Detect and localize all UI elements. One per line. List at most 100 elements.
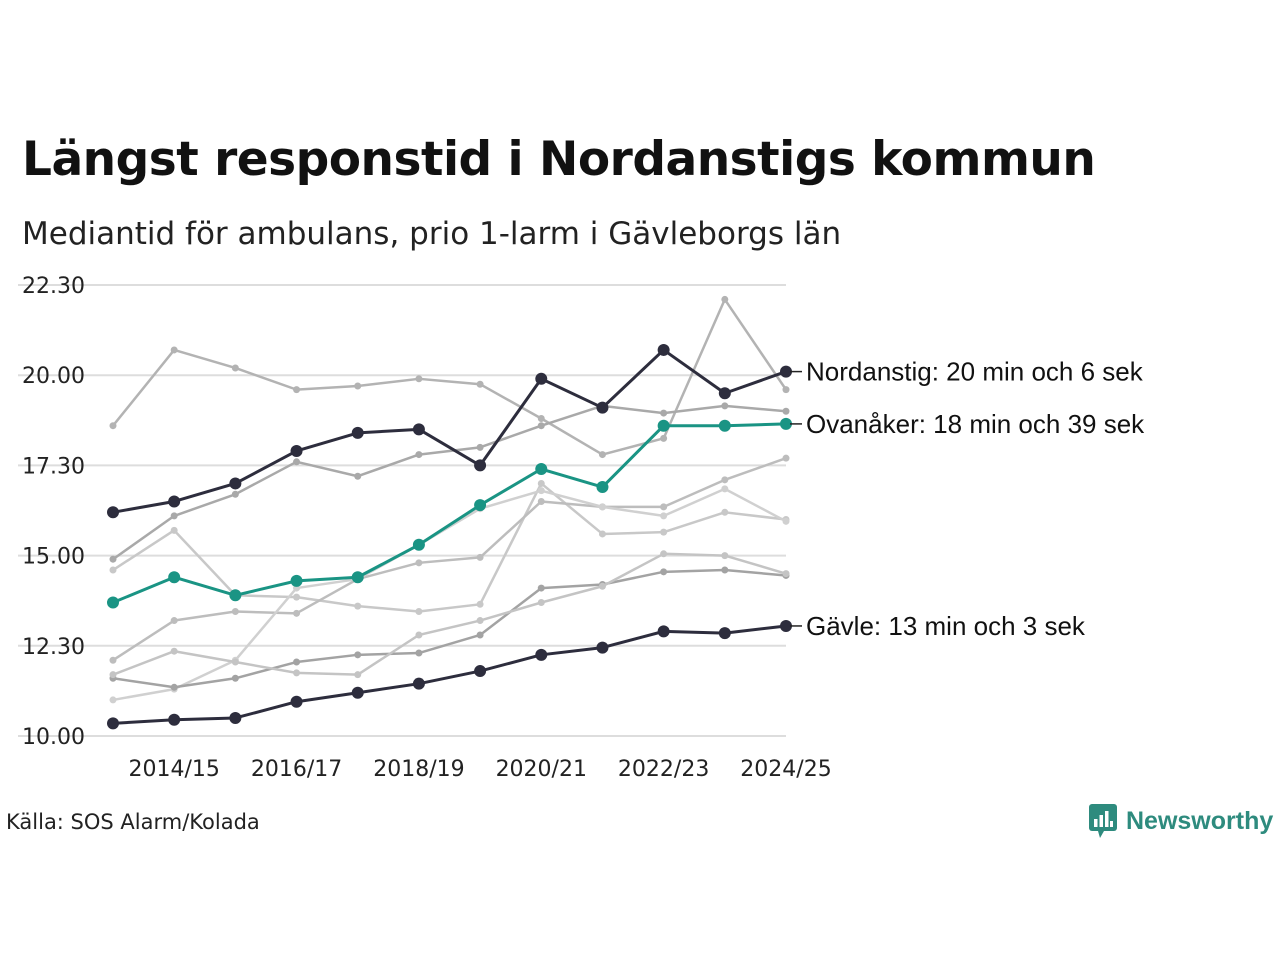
data-point xyxy=(354,472,362,480)
series-g-vle xyxy=(107,619,792,730)
data-point xyxy=(231,364,239,372)
y-tick-label: 17.30 xyxy=(22,454,85,479)
series-line xyxy=(112,404,787,561)
data-point xyxy=(351,686,364,699)
data-point xyxy=(535,648,548,661)
y-tick-label: 15.00 xyxy=(22,545,85,570)
data-point xyxy=(598,582,606,590)
data-point xyxy=(107,596,119,609)
data-point xyxy=(290,574,303,587)
gridlines xyxy=(18,284,786,737)
series-kommun-e xyxy=(109,485,790,704)
x-tick-label: 2020/21 xyxy=(496,757,587,782)
x-axis-ticks: 2014/15 2016/17 2018/19 2020/21 2022/23 2024/… xyxy=(128,757,831,782)
series-nordanstig xyxy=(107,343,792,519)
data-point xyxy=(107,506,119,519)
data-point xyxy=(660,512,668,520)
series-line xyxy=(112,487,787,702)
data-point xyxy=(415,649,423,657)
data-point xyxy=(415,559,423,567)
data-point xyxy=(598,503,606,511)
chart-title: Längst responstid i Nordanstigs kommun xyxy=(22,132,1096,187)
data-point xyxy=(718,387,731,400)
x-tick-label: 2016/17 xyxy=(251,757,342,782)
data-point xyxy=(660,434,668,442)
series-line xyxy=(112,457,787,662)
data-point xyxy=(537,414,545,422)
data-point xyxy=(229,711,242,724)
series-labels: Nordanstig: 20 min och 6 sek Ovanåker: 18… xyxy=(790,357,1145,641)
data-point xyxy=(170,512,178,520)
data-point xyxy=(354,651,362,659)
data-point xyxy=(598,530,606,538)
series-kommun-a xyxy=(109,295,790,459)
data-point xyxy=(657,419,670,432)
series-line xyxy=(112,298,788,456)
data-point xyxy=(170,683,178,691)
data-point xyxy=(170,617,178,625)
data-point xyxy=(351,426,364,439)
data-point xyxy=(537,487,545,495)
data-point xyxy=(109,566,117,574)
data-point xyxy=(354,382,362,390)
series-label-ovan-ker: Ovanåker: 18 min och 39 sek xyxy=(806,409,1145,439)
data-point xyxy=(109,656,117,664)
data-point xyxy=(231,674,239,682)
data-point xyxy=(596,401,609,414)
data-point xyxy=(660,568,668,576)
data-point xyxy=(657,625,670,638)
series-label-nordanstig: Nordanstig: 20 min och 6 sek xyxy=(806,357,1144,387)
data-point xyxy=(782,570,790,578)
y-tick-label: 22.30 xyxy=(22,274,85,299)
newsworthy-logo: Newsworthy xyxy=(1088,803,1273,839)
series-line xyxy=(112,422,787,604)
source-note: Källa: SOS Alarm/Kolada xyxy=(6,810,260,834)
data-point xyxy=(415,608,423,616)
data-point xyxy=(660,503,668,511)
data-point xyxy=(109,422,117,430)
x-tick-label: 2024/25 xyxy=(740,757,831,782)
data-point xyxy=(412,423,425,436)
data-point xyxy=(109,696,117,704)
data-point xyxy=(474,499,487,512)
data-point xyxy=(535,372,548,385)
data-point xyxy=(229,589,242,602)
data-point xyxy=(537,584,545,592)
data-point xyxy=(721,508,729,516)
data-point xyxy=(168,571,181,584)
series-line xyxy=(112,568,787,689)
data-point xyxy=(415,451,423,459)
y-tick-label: 10.00 xyxy=(22,725,85,750)
data-point xyxy=(107,717,119,730)
data-point xyxy=(537,479,545,487)
data-point xyxy=(231,490,239,498)
x-tick-label: 2022/23 xyxy=(618,757,709,782)
data-point xyxy=(170,526,178,534)
data-point xyxy=(109,671,117,679)
newsworthy-logo-icon xyxy=(1089,804,1117,838)
data-point xyxy=(412,538,425,551)
data-point xyxy=(476,380,484,388)
chart-subtitle: Mediantid för ambulans, prio 1-larm i Gä… xyxy=(22,216,842,252)
data-point xyxy=(782,407,790,415)
data-point xyxy=(721,552,729,560)
data-point xyxy=(415,631,423,639)
data-point xyxy=(170,346,178,354)
data-point xyxy=(354,671,362,679)
data-point xyxy=(721,476,729,484)
data-point xyxy=(474,459,487,472)
data-point xyxy=(660,550,668,558)
data-point xyxy=(293,386,301,394)
brand-name: Newsworthy xyxy=(1126,806,1274,835)
data-point xyxy=(780,619,792,632)
data-point xyxy=(293,669,301,677)
data-point xyxy=(721,566,729,574)
x-tick-label: 2014/15 xyxy=(128,757,219,782)
series-label-g-vle: Gävle: 13 min och 3 sek xyxy=(806,611,1086,641)
data-point xyxy=(721,485,729,493)
data-point xyxy=(596,481,609,494)
series-kommun-g xyxy=(109,550,790,679)
data-point xyxy=(537,422,545,430)
series-ovan-ker xyxy=(107,417,792,609)
